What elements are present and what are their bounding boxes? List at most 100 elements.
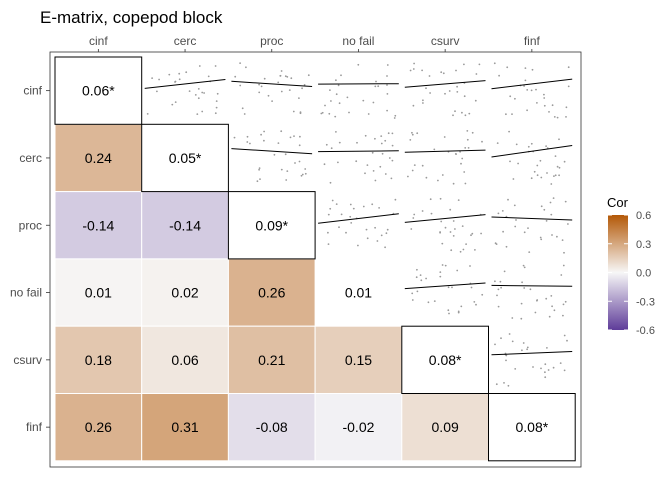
scatter-point [478, 63, 481, 66]
scatter-point [463, 63, 465, 66]
scatter-point [384, 139, 387, 142]
scatter-point [545, 220, 548, 222]
scatter-point [335, 131, 337, 133]
scatter-point [523, 266, 526, 269]
scatter-point [530, 177, 533, 180]
scatter-point [386, 228, 389, 231]
scatter-point [454, 153, 457, 155]
scatter-point [567, 66, 570, 69]
regression-line [491, 145, 573, 158]
scatter-point [475, 303, 477, 306]
scatter-point [178, 72, 181, 75]
scatter-point [375, 80, 377, 83]
scatter-point [416, 268, 418, 271]
scatter-point [371, 203, 374, 206]
scatter-point [294, 162, 296, 164]
scatter-point [365, 228, 368, 231]
scatter-point [328, 112, 331, 115]
scatter-point [540, 367, 542, 370]
scatter-point [298, 160, 301, 163]
scatter-point [471, 232, 474, 235]
scatter-point [387, 132, 390, 135]
scatter-point [171, 103, 174, 106]
scatter-point [540, 176, 543, 179]
scatter-point [553, 116, 556, 118]
legend-tick-label: 0.6 [636, 210, 651, 222]
regression-line [491, 284, 573, 287]
scatter-point [391, 132, 394, 135]
scatter-point [292, 110, 295, 113]
scatter-point [379, 165, 382, 168]
scatter-point [298, 97, 300, 99]
heatmap-cell [141, 325, 229, 395]
scatter-point [505, 359, 507, 362]
scatter-point [562, 264, 565, 267]
scatter-point [559, 362, 562, 364]
scatter-point [196, 113, 199, 115]
scatter-point [444, 226, 447, 229]
scatter-point [544, 376, 547, 379]
scatter-point [385, 232, 388, 235]
scatter-point [532, 366, 534, 368]
legend-tick-label: 0.3 [636, 239, 651, 251]
scatter-point [345, 231, 347, 234]
diagonal-box [488, 393, 576, 462]
scatter-point [567, 85, 570, 88]
scatter-point [158, 78, 161, 81]
legend-tick-label: -0.3 [636, 296, 655, 308]
scatter-point [547, 369, 550, 371]
scatter-point [508, 333, 511, 335]
scatter-point [567, 223, 569, 225]
scatter-point [531, 68, 534, 71]
scatter-point [151, 77, 154, 79]
scatter-point [449, 208, 452, 211]
scatter-point [348, 111, 350, 114]
scatter-point [535, 88, 537, 91]
scatter-point [304, 172, 307, 175]
scatter-point [456, 85, 458, 88]
scatter-point [409, 69, 412, 72]
scatter-point [271, 100, 273, 102]
scatter-point [564, 300, 567, 303]
heatmap-cell [227, 393, 316, 462]
regression-line [404, 80, 486, 88]
scatter-point [514, 97, 516, 100]
scatter-point [461, 157, 464, 160]
panel-border [49, 51, 582, 468]
scatter-point [521, 349, 523, 352]
scatter-point [293, 135, 295, 138]
scatter-point [549, 201, 552, 204]
scatter-point [523, 287, 526, 289]
regression-line [491, 351, 573, 356]
scatter-point [465, 243, 467, 246]
scatter-point [507, 198, 509, 201]
scatter-point [357, 244, 359, 247]
diagonal-value-label: 0.09* [255, 217, 288, 233]
row-label: proc [19, 218, 42, 232]
chart-title: E-matrix, copepod block [40, 8, 223, 27]
scatter-point [331, 199, 334, 202]
scatter-point [448, 90, 451, 92]
scatter-point [201, 91, 204, 94]
scatter-point [447, 286, 450, 289]
scatter-point [444, 264, 447, 267]
scatter-panels [144, 62, 573, 387]
scatter-point [366, 237, 369, 240]
scatter-point [563, 160, 566, 163]
scatter-point [524, 67, 527, 69]
diagonal-value-label: 0.05* [169, 150, 202, 166]
scatter-point [422, 102, 424, 104]
cell-value-label: 0.18 [85, 352, 112, 368]
scatter-point [394, 198, 397, 201]
scatter-point [494, 242, 497, 245]
scatter-point [263, 77, 266, 80]
scatter-point [466, 130, 469, 132]
scatter-point [215, 100, 218, 102]
scatter-point [433, 148, 436, 151]
scatter-point [324, 104, 326, 107]
scatter-point [440, 71, 443, 74]
row-labels: cinf cerc proc no fail csurv finf [10, 84, 50, 434]
scatter-point [260, 133, 262, 136]
scatter-point [327, 213, 330, 216]
